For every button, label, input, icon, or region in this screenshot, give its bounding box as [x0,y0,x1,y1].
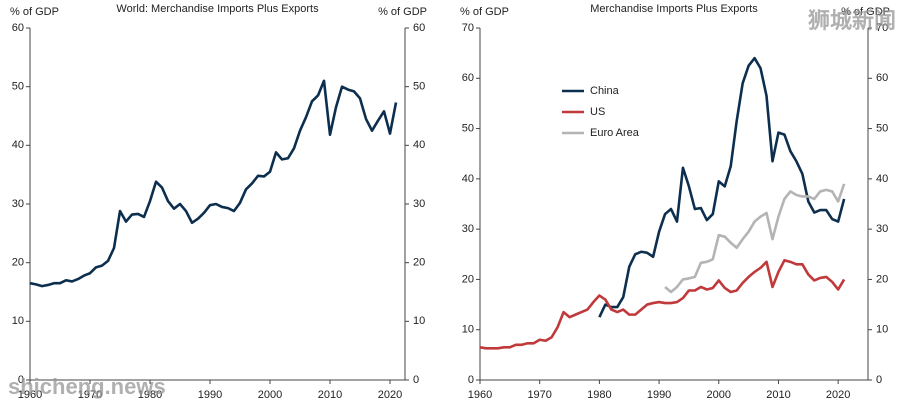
y2-tick-label: 30 [876,223,888,235]
y-tick-label: 0 [468,374,474,386]
chart-title: World: Merchandise Imports Plus Exports [116,3,319,15]
x-tick-label: 1960 [468,389,492,401]
y2-axis-label: % of GDP [841,6,890,18]
y2-tick-label: 70 [876,22,888,34]
x-tick-label: 2000 [258,389,282,401]
x-tick-label: 1980 [138,389,162,401]
x-tick-label: 1970 [527,389,551,401]
x-tick-label: 1980 [587,389,611,401]
y-tick-label: 10 [462,324,474,336]
y-tick-label: 60 [462,72,474,84]
y2-tick-label: 30 [413,198,425,210]
x-tick-label: 1990 [647,389,671,401]
data-line [598,56,846,318]
y2-tick-label: 40 [413,139,425,151]
legend-label: Euro Area [590,127,640,139]
y-axis-label: % of GDP [460,6,509,18]
x-tick-label: 1990 [198,389,222,401]
x-tick-label: 2010 [766,389,790,401]
y-tick-label: 30 [462,223,474,235]
x-tick-label: 2020 [826,389,850,401]
y2-tick-label: 10 [413,315,425,327]
y-tick-label: 30 [12,198,24,210]
y2-axis-label: % of GDP [378,6,427,18]
data-line [664,183,846,294]
watermark: shicheng.news [8,374,166,399]
y-tick-label: 40 [462,173,474,185]
y-tick-label: 20 [12,257,24,269]
y-tick-label: 20 [462,273,474,285]
y-tick-label: 40 [12,139,24,151]
y-tick-label: 50 [462,122,474,134]
y2-tick-label: 20 [413,257,425,269]
watermark: 狮城新闻 [808,8,896,33]
x-tick-label: 2020 [378,389,402,401]
y2-tick-label: 60 [876,72,888,84]
legend-label: US [590,106,605,118]
y2-tick-label: 0 [876,374,882,386]
legend-label: China [590,85,620,97]
y2-tick-label: 40 [876,173,888,185]
y2-tick-label: 50 [876,122,888,134]
chart-title: Merchandise Imports Plus Exports [590,3,758,15]
x-tick-label: 1960 [18,389,42,401]
y-tick-label: 0 [18,374,24,386]
y-tick-label: 70 [462,22,474,34]
x-tick-label: 2010 [318,389,342,401]
y-tick-label: 50 [12,81,24,93]
y-tick-label: 60 [12,22,24,34]
y2-tick-label: 20 [876,273,888,285]
data-line [479,259,846,350]
y-axis-label: % of GDP [10,6,59,18]
y2-tick-label: 50 [413,81,425,93]
x-tick-label: 2000 [707,389,731,401]
y2-tick-label: 0 [413,374,419,386]
x-tick-label: 1970 [78,389,102,401]
data-line [29,79,398,288]
y-tick-label: 10 [12,315,24,327]
y2-tick-label: 60 [413,22,425,34]
y2-tick-label: 10 [876,324,888,336]
